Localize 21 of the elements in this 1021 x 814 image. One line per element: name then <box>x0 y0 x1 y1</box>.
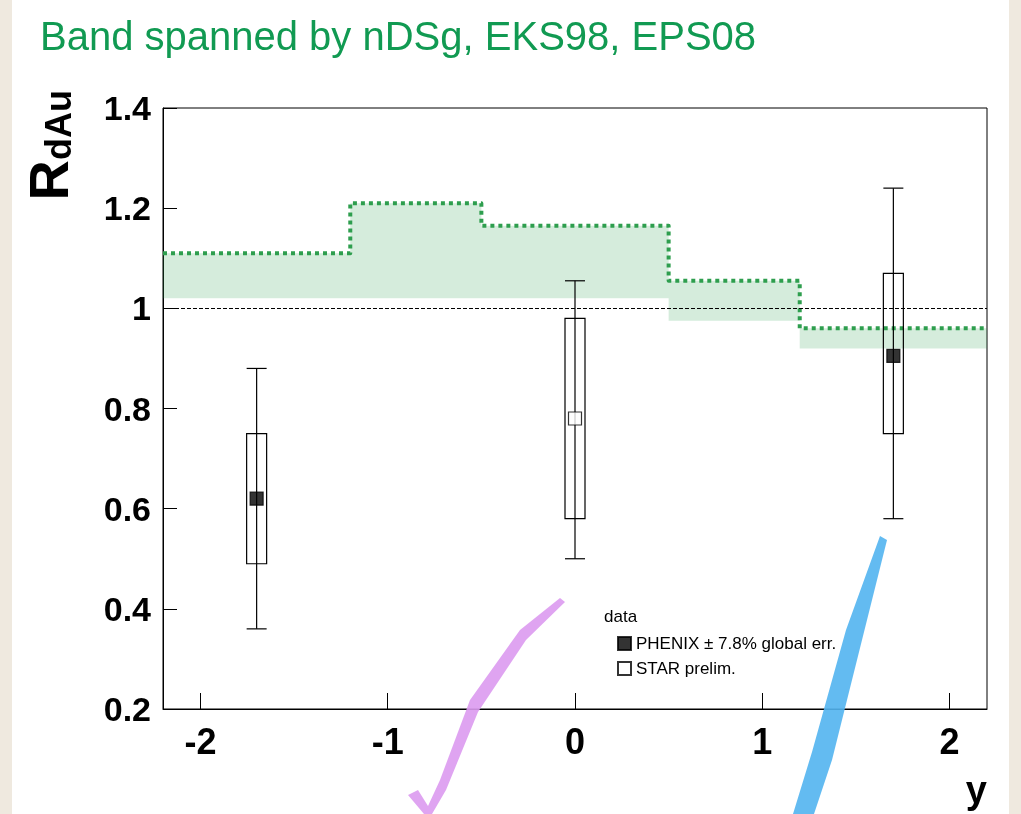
x-tick-label: 0 <box>564 720 586 762</box>
x-tick-label: -2 <box>184 720 217 762</box>
y-tick-label: 0.2 <box>103 690 151 728</box>
legend-title: data <box>604 607 638 626</box>
point <box>886 348 901 364</box>
y-tick-label: 1 <box>132 289 151 328</box>
x-tick-label: 1 <box>752 720 773 762</box>
x-tick-label: -1 <box>371 720 404 762</box>
y-tick-label: 0.6 <box>103 489 151 528</box>
legend-label: STAR prelim. <box>636 659 736 678</box>
legend-label: PHENIX ± 7.8% global err. <box>636 634 837 653</box>
x-tick-label: 2 <box>939 720 960 762</box>
y-tick-label: 1.2 <box>103 189 151 228</box>
y-tick-label: 0.4 <box>103 589 152 628</box>
x-axis-title: y <box>965 769 987 811</box>
point <box>567 411 583 426</box>
chart-title: Band spanned by nDSg, EKS98, EPS08 <box>40 14 757 59</box>
y-tick-label: 1.4 <box>103 89 152 127</box>
point <box>249 491 264 506</box>
y-axis-title: RdAu <box>16 89 80 201</box>
y-tick-label: 0.8 <box>103 389 151 428</box>
